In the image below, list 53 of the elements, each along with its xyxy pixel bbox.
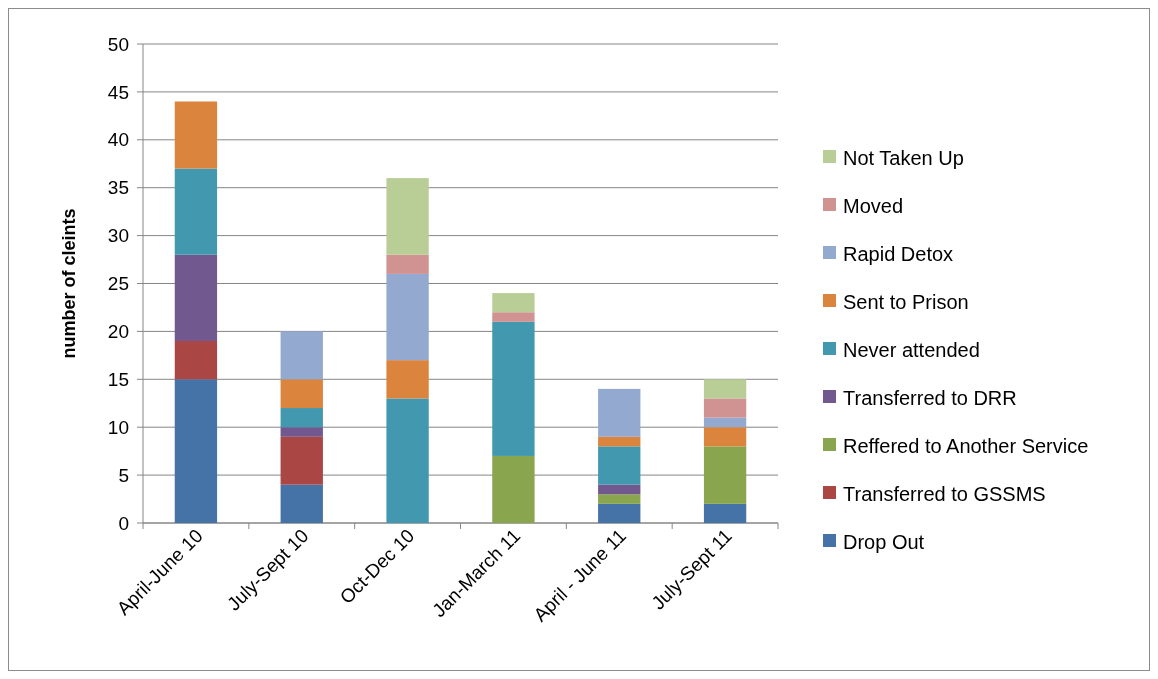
- bar: [703, 379, 747, 399]
- bar: [492, 321, 535, 456]
- bar: [703, 398, 747, 418]
- bar: [280, 331, 323, 380]
- y-tick-label: 0: [118, 512, 129, 534]
- y-tick-label: 20: [107, 321, 129, 343]
- bar: [174, 254, 218, 341]
- legend-label: Reffered to Another Service: [843, 435, 1089, 457]
- y-tick-label: 40: [107, 129, 129, 151]
- bar: [598, 388, 641, 437]
- bar: [703, 503, 747, 523]
- bar: [280, 379, 323, 409]
- y-tick-label: 50: [107, 33, 129, 55]
- legend-label: Sent to Prison: [843, 291, 969, 313]
- legend-label: Moved: [843, 195, 904, 217]
- bar: [598, 436, 641, 447]
- y-tick-label: 25: [107, 273, 129, 295]
- bar: [280, 427, 323, 437]
- legend-label: Transferred to DRR: [843, 387, 1017, 409]
- bar: [598, 494, 641, 504]
- bar: [386, 398, 429, 523]
- bar: [703, 446, 747, 504]
- bar: [280, 408, 323, 428]
- bar: [280, 484, 323, 523]
- legend-label: Transferred to GSSMS: [843, 483, 1046, 505]
- y-tick-label: 5: [118, 464, 129, 486]
- bar: [280, 436, 323, 485]
- y-axis-title: number of cleints: [59, 208, 79, 359]
- y-tick-label: 35: [107, 177, 129, 199]
- bar: [598, 446, 641, 485]
- bar: [703, 417, 747, 428]
- legend-label: Never attended: [843, 339, 980, 361]
- bar: [174, 340, 218, 380]
- bar: [174, 101, 218, 169]
- y-tick-label: 15: [107, 368, 129, 390]
- bar: [598, 503, 641, 523]
- bar: [174, 379, 218, 523]
- y-tick-label: 45: [107, 81, 129, 103]
- legend-label: Drop Out: [843, 531, 925, 553]
- bar: [174, 168, 218, 255]
- bar: [386, 254, 429, 274]
- bar: [598, 484, 641, 495]
- legend-label: Not Taken Up: [843, 147, 964, 169]
- y-tick-label: 10: [107, 416, 129, 438]
- bar: [703, 427, 747, 447]
- bar: [386, 178, 429, 255]
- bar: [492, 293, 535, 313]
- y-tick-label: 30: [107, 225, 129, 247]
- bar: [492, 312, 535, 322]
- bar: [386, 273, 429, 361]
- legend-label: Rapid Detox: [843, 243, 954, 265]
- bar: [386, 360, 429, 399]
- bar: [492, 455, 535, 523]
